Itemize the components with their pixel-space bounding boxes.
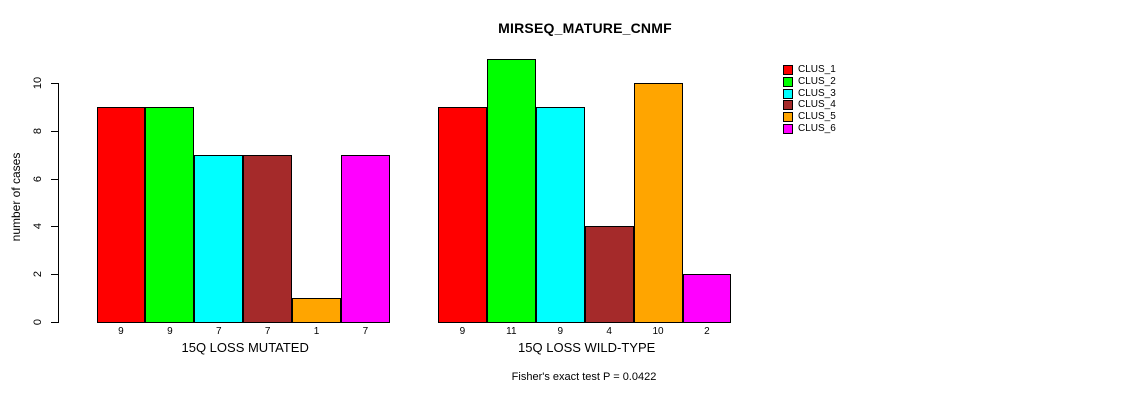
- y-axis-label: number of cases: [9, 152, 23, 242]
- bar-value-label: 7: [362, 326, 369, 337]
- bar-value-label: 10: [652, 326, 664, 337]
- legend-swatch-clus_3: [783, 88, 793, 99]
- y-axis-line: [58, 83, 59, 323]
- y-tick-mark: [51, 274, 58, 276]
- y-tick-mark: [51, 130, 58, 132]
- legend-swatch-clus_1: [783, 65, 793, 75]
- legend-label: CLUS_1: [798, 64, 836, 75]
- bar-clus_3: [194, 155, 243, 323]
- bar-value-label: 4: [606, 326, 612, 337]
- bar-value-label: 9: [118, 326, 124, 337]
- bar-value-label: 7: [264, 326, 271, 337]
- bar-clus_2: [145, 107, 194, 323]
- bar-value-label: 9: [557, 326, 564, 337]
- x-axis-label: 15Q LOSS MUTATED: [181, 340, 309, 355]
- legend-swatch-clus_4: [783, 100, 793, 111]
- bar-value-label: 2: [704, 326, 710, 337]
- legend-label: CLUS_5: [798, 111, 836, 122]
- chart-title: MIRSEQ_MATURE_CNMF: [498, 20, 672, 36]
- x-axis-label: 15Q LOSS WILD-TYPE: [518, 340, 656, 355]
- y-tick-label: 4: [32, 223, 44, 230]
- legend-swatch-clus_2: [783, 76, 793, 87]
- legend-label: CLUS_6: [798, 122, 836, 134]
- y-tick-label: 6: [32, 175, 44, 182]
- y-tick-label: 10: [32, 76, 44, 90]
- bar-value-label: 9: [167, 326, 173, 337]
- legend-swatch-clus_6: [783, 123, 793, 134]
- annotation-text: Fisher's exact test P = 0.0422: [511, 371, 657, 383]
- legend-label: CLUS_4: [798, 99, 836, 111]
- bar-clus_6: [683, 274, 731, 323]
- bar-clus_3: [536, 107, 585, 323]
- bar-clus_6: [341, 155, 390, 323]
- bar-clus_1: [438, 107, 487, 323]
- bar-clus_2: [487, 59, 536, 323]
- y-tick-mark: [51, 178, 58, 180]
- y-tick-label: 2: [32, 271, 44, 278]
- bar-clus_5: [292, 298, 341, 323]
- y-tick-mark: [51, 226, 58, 228]
- y-tick-label: 0: [32, 318, 44, 326]
- bar-value-label: 1: [313, 326, 320, 337]
- bar-clus_4: [585, 226, 634, 323]
- y-tick-mark: [51, 83, 58, 84]
- bar-clus_5: [634, 83, 683, 323]
- bar-value-label: 11: [506, 326, 517, 337]
- y-tick-mark: [51, 322, 58, 323]
- legend-label: CLUS_2: [798, 75, 836, 87]
- bar-clus_1: [97, 107, 145, 323]
- y-tick-label: 8: [32, 127, 44, 134]
- legend-swatch-clus_5: [783, 112, 793, 122]
- bar-clus_4: [243, 155, 292, 323]
- legend-label: CLUS_3: [798, 87, 836, 99]
- bar-value-label: 7: [215, 326, 222, 337]
- bar-value-label: 9: [459, 326, 466, 337]
